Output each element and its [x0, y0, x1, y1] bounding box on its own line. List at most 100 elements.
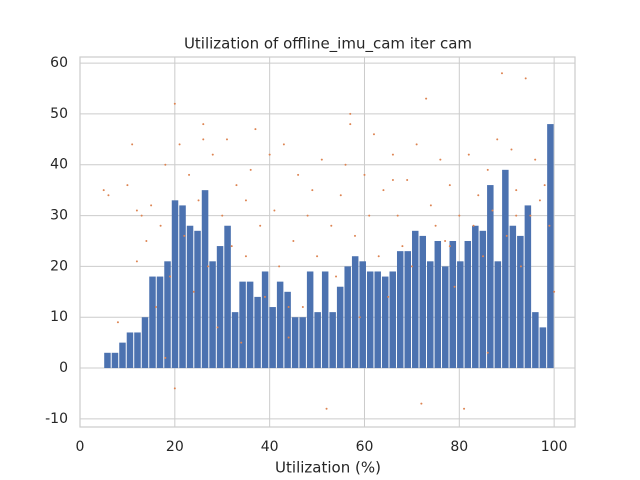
bar	[119, 342, 126, 369]
bar	[479, 230, 487, 369]
x-tick-label: 0	[76, 439, 85, 455]
y-tick-label: 20	[50, 258, 68, 274]
scatter-point	[529, 214, 532, 217]
bar	[284, 291, 291, 369]
bar	[374, 271, 381, 369]
scatter-point	[316, 255, 319, 258]
y-tick-label: 0	[59, 360, 68, 376]
bar	[464, 240, 472, 369]
scatter-point	[358, 316, 361, 319]
scatter-point	[482, 255, 485, 258]
bar	[434, 240, 442, 369]
scatter-point	[505, 234, 508, 237]
scatter-point	[197, 199, 200, 202]
scatter-point	[472, 224, 475, 227]
scatter-point	[254, 128, 257, 131]
scatter-point	[140, 214, 143, 217]
scatter-point	[221, 214, 224, 217]
bar	[509, 225, 517, 369]
scatter-point	[178, 143, 181, 146]
scatter-point	[515, 214, 518, 217]
bar	[299, 317, 306, 369]
bar	[449, 240, 457, 369]
scatter-point	[135, 260, 138, 263]
scatter-point	[458, 214, 461, 217]
y-tick-label: 10	[50, 309, 68, 325]
scatter-point	[543, 184, 546, 187]
scatter-point	[429, 204, 432, 207]
scatter-point	[534, 158, 537, 161]
scatter-point	[145, 239, 148, 242]
scatter-point	[372, 133, 375, 136]
scatter-point	[377, 255, 380, 258]
y-tick-label: 50	[50, 106, 68, 122]
bar	[472, 225, 479, 369]
bar	[179, 205, 186, 369]
scatter-point	[169, 275, 172, 278]
scatter-point	[382, 189, 385, 192]
scatter-point	[368, 214, 371, 217]
scatter-point	[538, 199, 541, 202]
bar	[404, 251, 412, 369]
scatter-point	[391, 153, 394, 156]
bar	[321, 271, 329, 369]
scatter-point	[240, 341, 243, 344]
bar	[149, 276, 156, 369]
bar	[239, 281, 246, 369]
bar	[442, 266, 449, 369]
scatter-point	[225, 138, 228, 141]
scatter-point	[159, 224, 162, 227]
bar	[539, 327, 547, 369]
bar	[224, 225, 231, 369]
bar	[209, 261, 216, 369]
scatter-point	[406, 178, 409, 181]
scatter-point	[349, 112, 352, 115]
scatter-point	[259, 224, 262, 227]
scatter-point	[268, 153, 271, 156]
scatter-point	[510, 148, 513, 151]
bar	[396, 251, 404, 369]
scatter-point	[524, 77, 527, 80]
bar	[276, 281, 284, 369]
scatter-point	[244, 255, 247, 258]
scatter-point	[415, 143, 418, 146]
scatter-point	[401, 245, 404, 248]
scatter-point	[154, 306, 157, 309]
scatter-point	[420, 402, 423, 405]
bar	[164, 261, 171, 369]
scatter-point	[230, 245, 233, 248]
x-tick-label: 100	[541, 439, 568, 455]
scatter-point	[354, 234, 356, 237]
x-tick-label: 80	[450, 439, 468, 455]
bar	[156, 276, 164, 369]
scatter-point	[439, 158, 442, 161]
scatter-point	[150, 204, 153, 207]
bar	[231, 312, 239, 369]
x-tick-label: 40	[261, 439, 279, 455]
scatter-point	[311, 189, 314, 192]
scatter-point	[278, 265, 281, 268]
scatter-point	[216, 326, 219, 329]
scatter-point	[244, 199, 247, 202]
scatter-point	[192, 290, 195, 293]
scatter-point	[448, 184, 451, 187]
scatter-point	[434, 224, 437, 227]
bar	[141, 317, 149, 369]
scatter-point	[273, 209, 276, 212]
bar	[502, 169, 509, 369]
bar	[254, 296, 261, 369]
scatter-point	[519, 265, 522, 268]
bar	[427, 261, 434, 369]
bar	[524, 205, 532, 369]
scatter-point	[263, 295, 266, 298]
scatter-point	[486, 168, 489, 171]
bar	[344, 266, 351, 369]
scatter-point	[463, 407, 466, 410]
bar	[261, 271, 269, 369]
y-tick-label: 60	[50, 55, 68, 71]
bar	[216, 246, 224, 369]
bar	[134, 332, 141, 369]
scatter-point	[202, 138, 205, 141]
bar	[269, 307, 276, 369]
scatter-point	[500, 72, 503, 75]
